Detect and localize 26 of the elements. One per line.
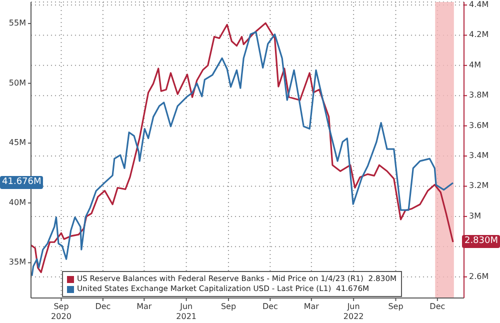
text: 2.830M	[462, 235, 500, 248]
x-tick-label: Mar	[304, 302, 320, 311]
y2-tick-label: 3.2M	[469, 181, 489, 190]
y2-tick-label: 3.8M	[469, 90, 489, 100]
y2-tick-label: 4.4M	[469, 0, 489, 10]
y2-tick-label: 4.2M	[469, 30, 489, 40]
x-tick-label: Dec	[95, 302, 111, 311]
x-tick-label: Dec	[262, 302, 278, 311]
y2-tick-label: 2.6M	[469, 272, 489, 282]
x-tick-label: Mar	[136, 302, 152, 311]
y-tick-label: 55M	[8, 18, 26, 28]
y2-tick-label: 4M	[469, 60, 482, 70]
x-tick-label: Dec	[430, 302, 446, 311]
y2-tick-label: 3M	[469, 212, 482, 221]
x-tick-label: Sep 2020	[51, 302, 72, 321]
y-tick-label: 40M	[8, 198, 26, 208]
x-tick-label: Jun 2022	[343, 302, 364, 321]
x-tick-label: Jun 2021	[176, 302, 197, 321]
y-tick-label: 45M	[8, 138, 26, 148]
x-tick-label: Sep	[220, 302, 236, 311]
y2-tick-label: 3.4M	[469, 151, 489, 160]
y-tick-label: 35M	[8, 258, 26, 267]
annotation: 41.676M	[0, 176, 44, 189]
y-tick-label: 50M	[8, 78, 26, 88]
x-tick-label: Sep	[388, 302, 404, 311]
y2-tick-label: 3.6M	[469, 121, 489, 130]
